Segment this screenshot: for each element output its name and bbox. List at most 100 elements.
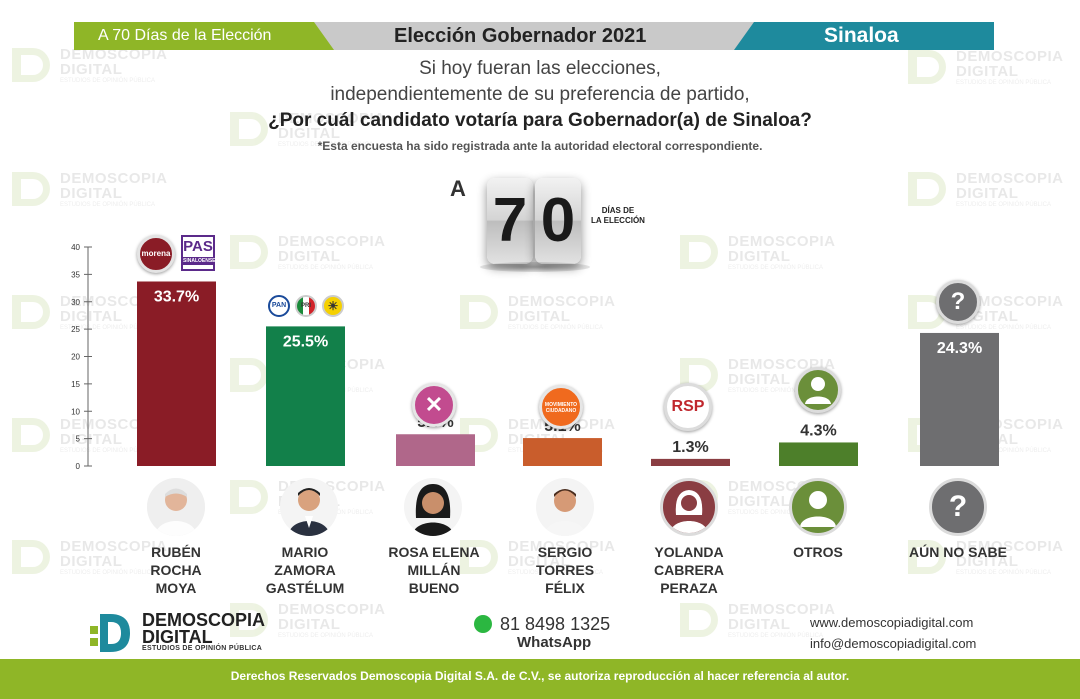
candidate-name-line: ROSA ELENA <box>388 544 480 560</box>
candidate-name-3: ROSA ELENA MILLÁN BUENO <box>369 543 499 597</box>
others-bottom-avatar-icon <box>789 478 847 536</box>
candidate-photo-rosa-millan <box>404 478 462 536</box>
candidate-name-line: CABRERA <box>654 562 724 578</box>
bar-5 <box>651 458 730 466</box>
countdown-prefix: A <box>450 176 466 201</box>
bar-6 <box>779 442 858 466</box>
question-line-1: Si hoy fueran las elecciones, <box>419 58 661 79</box>
candidate-name-4: SERGIO TORRES FÉLIX <box>500 543 630 597</box>
bar-value-label: 25.5% <box>283 333 328 350</box>
fuerza-por-mexico-logo: ✕ <box>412 383 456 427</box>
days-to-election-label: A 70 Días de la Elección <box>98 27 272 44</box>
rsp-logo: RSP <box>664 383 712 431</box>
footer-rights-text: Derechos Reservados Demoscopia Digital S… <box>230 669 850 683</box>
footer-brand-line-2: DIGITAL <box>142 627 213 647</box>
others-avatar-icon <box>795 367 841 413</box>
bar-value-label: 33.7% <box>154 288 199 305</box>
y-tick-label: 5 <box>76 435 81 444</box>
rsp-logo-text: RSP <box>671 398 705 415</box>
candidate-name-2: MARIO ZAMORA GASTÉLUM <box>240 543 370 597</box>
movimiento-ciudadano-text: MOVIMIENTO CIUDADANO <box>544 402 578 414</box>
pas-logo-subtext: SINALOENSE <box>183 257 216 265</box>
unknown-bottom-icon: ? <box>929 478 987 536</box>
candidate-name-6: OTROS <box>753 543 883 561</box>
candidate-name-line: YOLANDA <box>654 544 724 560</box>
pan-logo: PAN <box>268 295 290 317</box>
question-line-2: independientemente de su preferencia de … <box>330 84 750 105</box>
header-center-band <box>314 22 764 50</box>
candidate-name-line: TORRES <box>535 562 595 578</box>
fuerza-por-mexico-icon: ✕ <box>424 392 444 417</box>
y-tick-label: 20 <box>71 353 80 362</box>
candidate-name-5: YOLANDA CABRERA PERAZA <box>624 543 754 597</box>
candidate-name-line: RUBÉN <box>151 544 201 560</box>
bar-3 <box>396 434 475 466</box>
footer-email-link[interactable]: info@demoscopiadigital.com <box>810 636 977 651</box>
countdown-shadow <box>480 262 590 272</box>
y-tick-label: 0 <box>76 462 81 471</box>
unknown-top-icon: ? <box>936 280 980 324</box>
footer-phone[interactable]: 81 8498 1325 <box>500 614 611 634</box>
countdown-digit-2: 0 <box>535 178 581 264</box>
unknown-top-icon-glyph: ? <box>950 288 966 315</box>
countdown-caption-line-1: DÍAS DE <box>601 206 635 215</box>
bar-2 <box>266 326 345 466</box>
header-left-band <box>74 22 344 50</box>
candidate-name-7: AÚN NO SABE <box>893 543 1023 561</box>
candidate-name-1: RUBÉN ROCHA MOYA <box>111 543 241 597</box>
y-tick-label: 40 <box>71 243 80 252</box>
candidate-name-line: MARIO <box>281 544 329 560</box>
state-label: Sinaloa <box>824 24 899 47</box>
bar-1 <box>137 281 216 466</box>
y-tick-label: 25 <box>71 325 80 334</box>
candidate-photo-yolanda-cabrera <box>660 478 718 536</box>
pas-logo: PAS SINALOENSE <box>181 235 216 271</box>
morena-logo-text: morena <box>141 249 171 258</box>
footer-website-link[interactable]: www.demoscopiadigital.com <box>810 615 974 630</box>
unknown-bottom-icon-glyph: ? <box>948 490 968 523</box>
whatsapp-icon <box>474 615 492 633</box>
y-tick-label: 15 <box>71 380 80 389</box>
prd-logo-icon: ☀ <box>327 299 339 313</box>
candidate-name-line: ROCHA <box>150 562 202 578</box>
bar-4 <box>523 438 602 466</box>
candidate-name-line: SERGIO <box>537 544 593 560</box>
pri-logo: PRI <box>295 295 317 317</box>
candidate-name-line: ZAMORA <box>274 562 336 578</box>
bar-value-label: 24.3% <box>937 340 982 357</box>
candidate-name-line: OTROS <box>793 544 843 560</box>
survey-title: Elección Gobernador 2021 <box>394 25 647 47</box>
header-banner: A 70 Días de la Elección Elección Gobern… <box>74 22 994 50</box>
bar-value-label: 4.3% <box>800 422 836 439</box>
footer-rights-bar <box>0 659 1080 699</box>
y-tick-label: 10 <box>71 407 80 416</box>
question-line-3: ¿Por cuál candidato votaría para Goberna… <box>268 110 812 131</box>
candidate-photo-sergio-torres <box>536 478 594 536</box>
movimiento-ciudadano-logo: MOVIMIENTO CIUDADANO <box>539 385 583 429</box>
bar-value-label: 1.3% <box>672 439 708 456</box>
y-tick-label: 30 <box>71 298 80 307</box>
bar-7 <box>920 332 999 466</box>
candidate-name-line: GASTÉLUM <box>265 580 345 596</box>
candidate-name-line: PERAZA <box>660 580 718 596</box>
header-right-band <box>734 22 994 50</box>
candidate-photo-ruben-rocha <box>147 478 205 536</box>
candidate-name-line: FÉLIX <box>545 580 585 596</box>
pri-logo-text: PRI <box>300 303 311 309</box>
candidate-name-line: BUENO <box>408 580 460 596</box>
footer-whatsapp-label: WhatsApp <box>517 634 592 651</box>
morena-logo: morena <box>137 235 175 273</box>
prd-logo: ☀ <box>322 295 344 317</box>
pan-logo-text: PAN <box>271 302 287 309</box>
candidate-name-line: AÚN NO SABE <box>908 544 1007 560</box>
candidate-photo-mario-zamora <box>280 478 338 536</box>
registration-note: *Esta encuesta ha sido registrada ante l… <box>317 139 763 153</box>
demoscopia-logo-icon <box>90 612 132 654</box>
y-tick-label: 35 <box>71 270 80 279</box>
candidate-name-line: MILLÁN <box>407 562 461 578</box>
countdown-caption-line-2: LA ELECCIÓN <box>591 216 645 225</box>
countdown-caption: DÍAS DE LA ELECCIÓN <box>588 206 648 226</box>
footer-brand-line-1: DEMOSCOPIA <box>142 610 266 630</box>
countdown-digit-1: 7 <box>487 178 533 264</box>
